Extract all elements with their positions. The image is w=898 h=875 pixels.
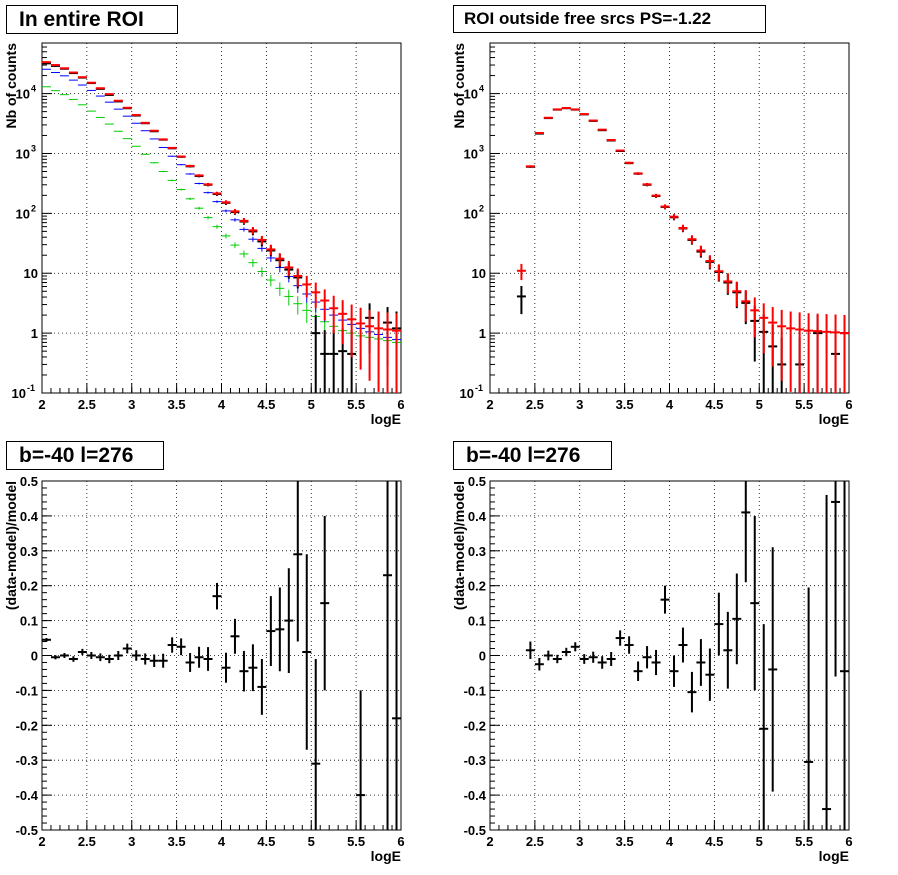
y-tick-label: 1 — [479, 326, 486, 341]
y-axis-label: Nb of counts — [451, 43, 467, 129]
y-tick-label-exponent: 2 — [31, 203, 36, 213]
x-tick-label: 2.5 — [78, 834, 96, 849]
x-tick-label: 2.5 — [526, 397, 544, 412]
y-tick-label-exponent: -1 — [475, 383, 483, 393]
x-tick-label: 4 — [218, 834, 226, 849]
y-tick-label-exponent: 3 — [31, 143, 36, 153]
x-tick-label: 5.5 — [795, 397, 813, 412]
x-tick-label: 2 — [486, 834, 493, 849]
y-tick-label: -0.1 — [464, 683, 486, 698]
x-tick-label: 6 — [845, 397, 852, 412]
x-tick-label: 5 — [756, 834, 763, 849]
x-tick-label: 5.5 — [347, 834, 365, 849]
y-tick-label: -0.1 — [16, 683, 38, 698]
y-tick-label: -0.3 — [16, 753, 38, 768]
y-tick-label: 0.1 — [468, 614, 486, 629]
x-tick-label: 2 — [486, 397, 493, 412]
x-tick-label: 4.5 — [705, 397, 723, 412]
y-tick-label: -0.4 — [464, 788, 487, 803]
y-tick-label: 0.3 — [468, 544, 486, 559]
y-tick-label: 0.4 — [20, 509, 39, 524]
y-tick-label: -0.2 — [16, 718, 38, 733]
y-tick-label: 0.2 — [468, 579, 486, 594]
x-tick-label: 4 — [666, 834, 674, 849]
x-tick-label: 3 — [576, 834, 583, 849]
x-tick-label: 5 — [756, 397, 763, 412]
y-tick-label: 0 — [31, 649, 38, 664]
x-tick-label: 2.5 — [78, 397, 96, 412]
x-axis-label: logE — [371, 848, 401, 864]
chart-panel-3: 2 2.5 3 3.5 4 4.5 5 5.5 6 -0.5 -0.4 -0.3 -0.2 -0.1 0 0.… — [3, 474, 405, 864]
y-tick-label: -0.5 — [16, 823, 38, 838]
y-tick-label: 0.2 — [20, 579, 38, 594]
y-tick-label: 10 — [16, 87, 30, 102]
x-tick-label: 6 — [845, 834, 852, 849]
y-tick-label: 0.4 — [468, 509, 487, 524]
y-tick-label: -0.5 — [464, 823, 486, 838]
x-tick-label: 2 — [38, 834, 45, 849]
y-axis-label: (data-model)/model — [3, 481, 19, 610]
y-tick-label: 10 — [464, 146, 478, 161]
y-tick-label: 0.1 — [20, 614, 38, 629]
x-tick-label: 2 — [38, 397, 45, 412]
chart-panel-4: 2 2.5 3 3.5 4 4.5 5 5.5 6 -0.5 -0.4 -0.3 -0.2 -0.1 0 0.… — [451, 474, 853, 864]
y-tick-label: -0.4 — [16, 788, 39, 803]
x-tick-label: 4.5 — [257, 834, 275, 849]
chart-title-roi-outside: ROI outside free srcs PS=-1.22 — [453, 5, 766, 33]
y-tick-label-exponent: 4 — [31, 84, 36, 94]
x-tick-label: 3.5 — [616, 834, 634, 849]
y-tick-label: 0 — [479, 649, 486, 664]
x-tick-label: 3 — [128, 834, 135, 849]
x-tick-label: 4.5 — [705, 834, 723, 849]
x-tick-label: 5.5 — [347, 397, 365, 412]
plot-frame — [41, 480, 402, 831]
chart-title-residual-left: b=-40 l=276 — [6, 441, 164, 470]
x-axis-label: logE — [371, 411, 401, 427]
x-tick-label: 4 — [218, 397, 226, 412]
plot-frame — [41, 42, 402, 394]
x-axis-label: logE — [819, 411, 849, 427]
y-tick-label: 10 — [16, 146, 30, 161]
chart-title-residual-right: b=-40 l=276 — [453, 441, 612, 470]
y-tick-label: 0.5 — [468, 474, 486, 489]
y-tick-label: -0.2 — [464, 718, 486, 733]
x-tick-label: 3.5 — [616, 397, 634, 412]
y-tick-label-exponent: 2 — [479, 203, 484, 213]
y-tick-label: 1 — [31, 326, 38, 341]
y-tick-label: 0.3 — [20, 544, 38, 559]
x-tick-label: 5 — [308, 397, 315, 412]
plot-frame — [489, 480, 850, 831]
plot-frame — [489, 42, 850, 394]
x-tick-label: 4.5 — [257, 397, 275, 412]
y-axis-label: Nb of counts — [3, 43, 19, 129]
y-tick-label: 10 — [464, 206, 478, 221]
x-tick-label: 3.5 — [168, 834, 186, 849]
x-tick-label: 3 — [576, 397, 583, 412]
x-tick-label: 2.5 — [526, 834, 544, 849]
y-tick-label: 10 — [460, 386, 474, 401]
x-axis-label: logE — [819, 848, 849, 864]
x-tick-label: 5.5 — [795, 834, 813, 849]
y-tick-label: 10 — [12, 386, 26, 401]
y-tick-label: 10 — [464, 87, 478, 102]
y-tick-label: 10 — [16, 206, 30, 221]
y-tick-label-exponent: -1 — [27, 383, 35, 393]
x-tick-label: 5 — [308, 834, 315, 849]
chart-title-entire-roi: In entire ROI — [6, 5, 178, 34]
y-tick-label: 10 — [472, 266, 486, 281]
x-tick-label: 3.5 — [168, 397, 186, 412]
y-tick-label: 0.5 — [20, 474, 38, 489]
y-tick-label-exponent: 3 — [479, 143, 484, 153]
y-tick-label: 10 — [24, 266, 38, 281]
x-tick-label: 3 — [128, 397, 135, 412]
y-axis-label: (data-model)/model — [451, 481, 467, 610]
x-tick-label: 4 — [666, 397, 674, 412]
y-tick-label: -0.3 — [464, 753, 486, 768]
x-tick-label: 6 — [397, 397, 404, 412]
y-tick-label-exponent: 4 — [479, 84, 484, 94]
x-tick-label: 6 — [397, 834, 404, 849]
